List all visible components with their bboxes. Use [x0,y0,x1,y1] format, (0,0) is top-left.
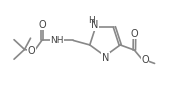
Text: H: H [88,16,95,25]
Text: O: O [28,46,36,56]
Text: O: O [141,55,149,65]
Text: N: N [102,53,109,63]
Text: O: O [38,20,46,30]
Text: O: O [131,29,139,39]
Text: NH: NH [50,36,64,45]
Text: N: N [91,20,98,30]
